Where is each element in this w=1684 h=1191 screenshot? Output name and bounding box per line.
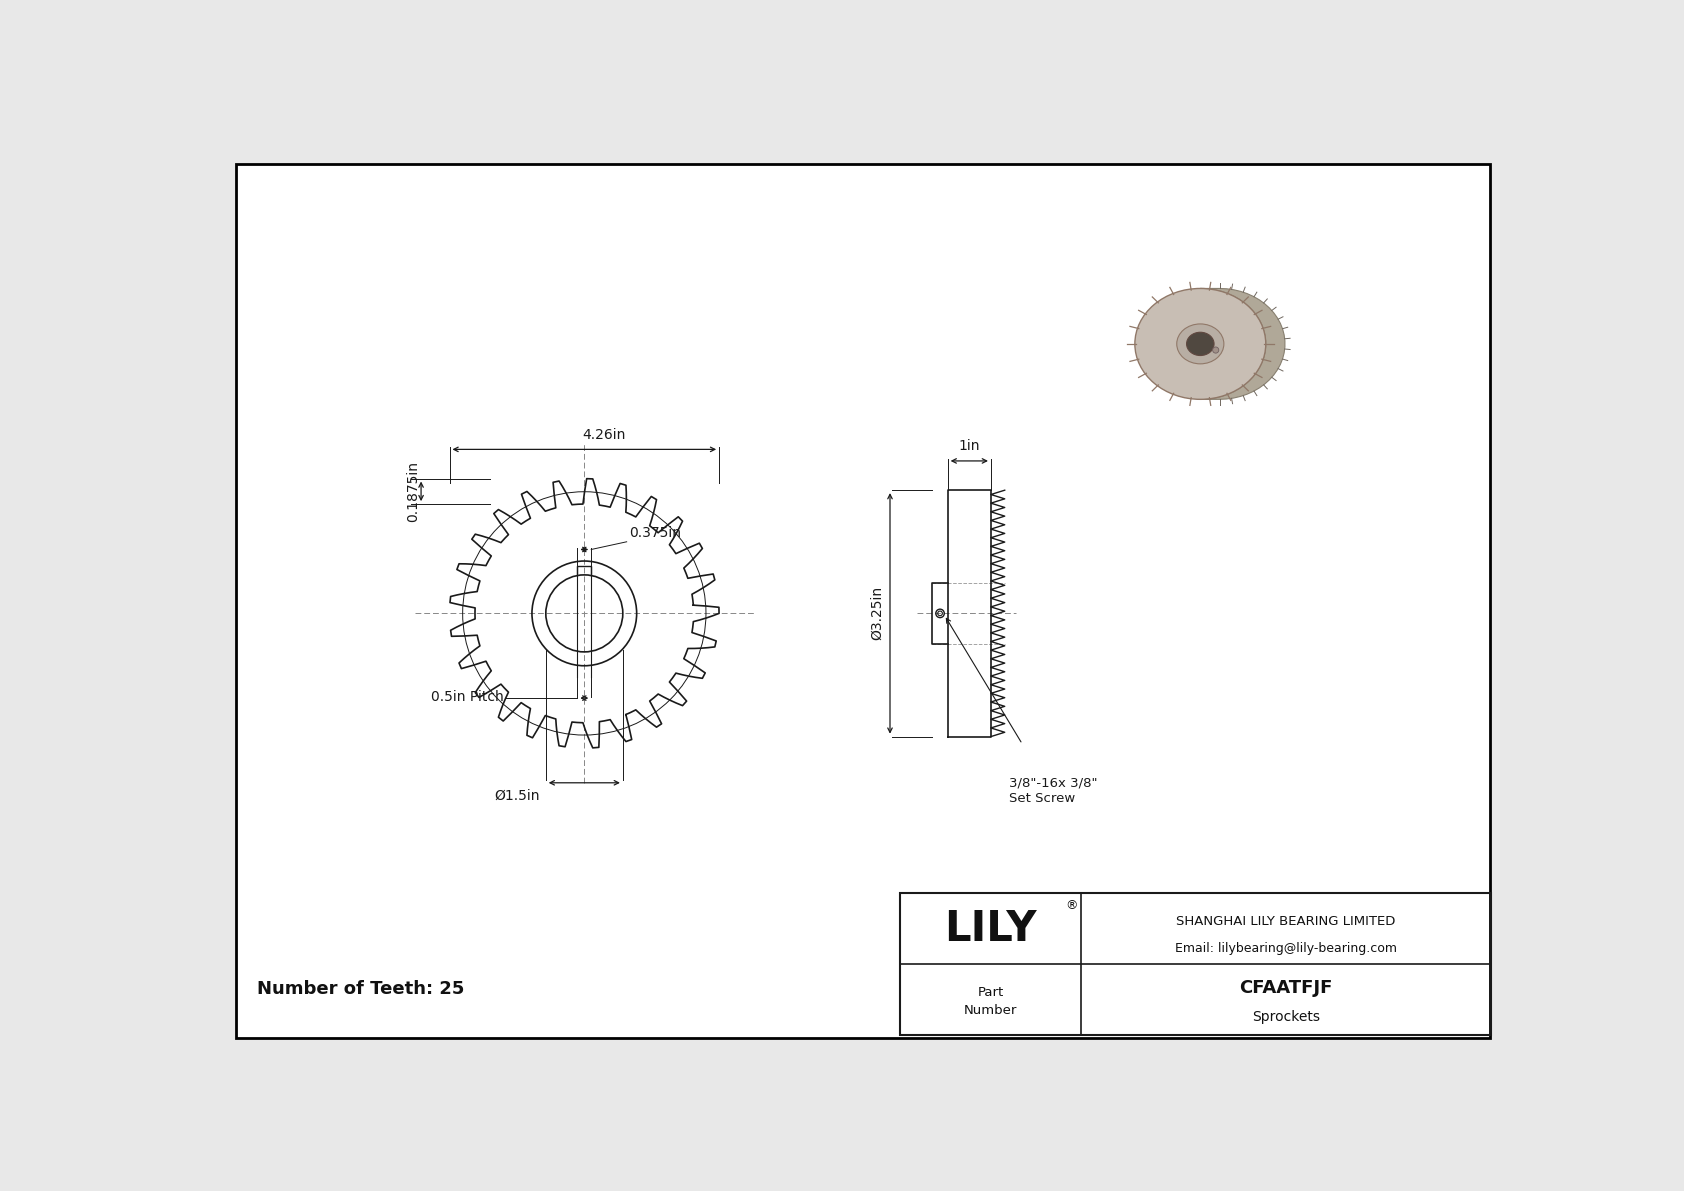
Text: Ø1.5in: Ø1.5in (493, 788, 539, 803)
Text: Number of Teeth: 25: Number of Teeth: 25 (258, 980, 465, 998)
Ellipse shape (1135, 288, 1266, 399)
Text: 0.375in: 0.375in (628, 526, 680, 541)
Text: 0.1875in: 0.1875in (406, 461, 421, 522)
Text: Part
Number: Part Number (963, 986, 1017, 1017)
Ellipse shape (1177, 324, 1224, 363)
Text: 1in: 1in (958, 439, 980, 454)
Bar (899, 893, 1492, 1035)
Text: ®: ® (1066, 899, 1078, 912)
Text: 4.26in: 4.26in (583, 428, 625, 442)
Text: 3/8"-16x 3/8"
Set Screw: 3/8"-16x 3/8" Set Screw (1009, 777, 1096, 805)
Circle shape (1212, 347, 1219, 353)
Text: SHANGHAI LILY BEARING LIMITED: SHANGHAI LILY BEARING LIMITED (1177, 915, 1396, 928)
Text: Email: lilybearing@lily-bearing.com: Email: lilybearing@lily-bearing.com (1175, 942, 1398, 955)
Text: LILY: LILY (945, 908, 1037, 949)
Text: 0.5in Pitch: 0.5in Pitch (431, 690, 504, 704)
Polygon shape (1201, 288, 1285, 399)
Text: Ø3.25in: Ø3.25in (871, 586, 884, 641)
Text: Sprockets: Sprockets (1253, 1010, 1320, 1024)
Ellipse shape (1187, 332, 1214, 356)
Text: CFAATFJF: CFAATFJF (1239, 979, 1332, 997)
